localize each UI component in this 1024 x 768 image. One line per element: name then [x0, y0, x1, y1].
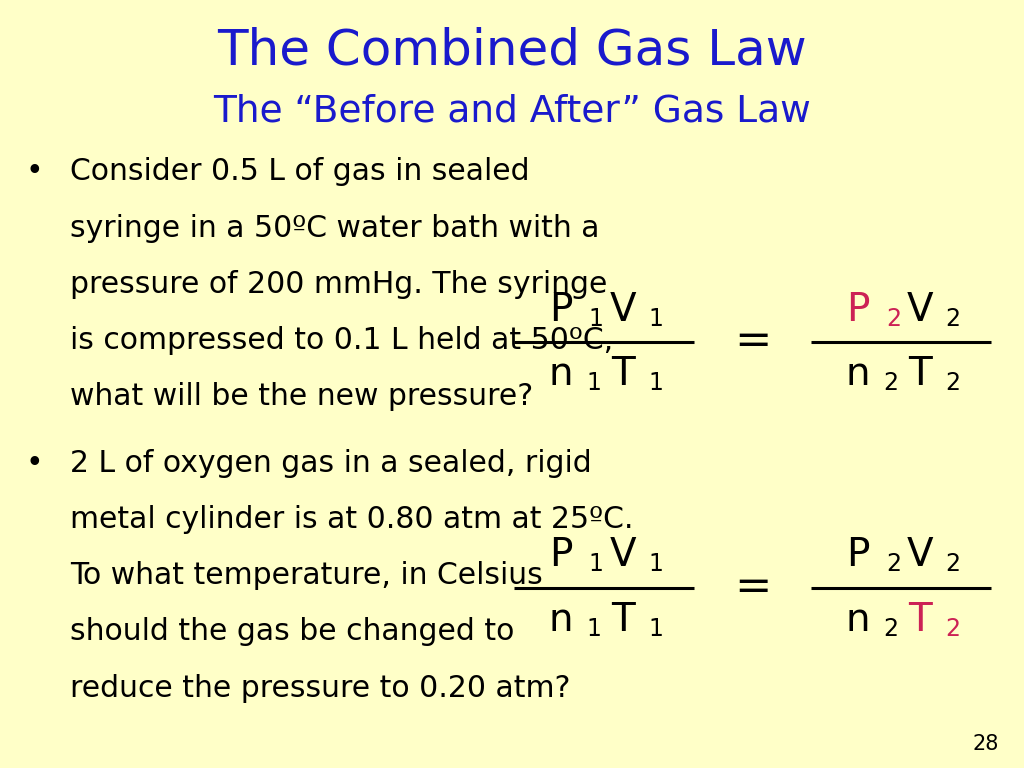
Text: V: V	[609, 536, 636, 574]
Text: pressure of 200 mmHg. The syringe: pressure of 200 mmHg. The syringe	[70, 270, 607, 299]
Text: T: T	[907, 355, 932, 393]
Text: To what temperature, in Celsius: To what temperature, in Celsius	[70, 561, 543, 591]
Text: P: P	[847, 290, 869, 329]
Text: 1: 1	[587, 371, 602, 396]
Text: =: =	[734, 320, 771, 363]
Text: 1: 1	[648, 552, 664, 577]
Text: 2: 2	[945, 552, 961, 577]
Text: =: =	[734, 566, 771, 609]
Text: P: P	[550, 536, 572, 574]
Text: 1: 1	[648, 617, 664, 641]
Text: n: n	[549, 355, 573, 393]
Text: is compressed to 0.1 L held at 50ºC,: is compressed to 0.1 L held at 50ºC,	[70, 326, 612, 355]
Text: V: V	[609, 290, 636, 329]
Text: T: T	[610, 601, 635, 639]
Text: n: n	[846, 601, 870, 639]
Text: metal cylinder is at 0.80 atm at 25ºC.: metal cylinder is at 0.80 atm at 25ºC.	[70, 505, 633, 535]
Text: 2: 2	[886, 552, 901, 577]
Text: T: T	[907, 601, 932, 639]
Text: n: n	[846, 355, 870, 393]
Text: should the gas be changed to: should the gas be changed to	[70, 617, 514, 647]
Text: 2: 2	[945, 617, 961, 641]
Text: T: T	[610, 355, 635, 393]
Text: 1: 1	[648, 371, 664, 396]
Text: P: P	[847, 536, 869, 574]
Text: 1: 1	[587, 617, 602, 641]
Text: 2: 2	[884, 371, 899, 396]
Text: 2 L of oxygen gas in a sealed, rigid: 2 L of oxygen gas in a sealed, rigid	[70, 449, 592, 478]
Text: what will be the new pressure?: what will be the new pressure?	[70, 382, 532, 411]
Text: 2: 2	[884, 617, 899, 641]
Text: •: •	[26, 449, 43, 478]
Text: syringe in a 50ºC water bath with a: syringe in a 50ºC water bath with a	[70, 214, 599, 243]
Text: Consider 0.5 L of gas in sealed: Consider 0.5 L of gas in sealed	[70, 157, 529, 187]
Text: V: V	[906, 536, 933, 574]
Text: 1: 1	[648, 306, 664, 331]
Text: reduce the pressure to 0.20 atm?: reduce the pressure to 0.20 atm?	[70, 674, 570, 703]
Text: The “Before and After” Gas Law: The “Before and After” Gas Law	[213, 94, 811, 130]
Text: The Combined Gas Law: The Combined Gas Law	[217, 27, 807, 75]
Text: 2: 2	[945, 306, 961, 331]
Text: P: P	[550, 290, 572, 329]
Text: 1: 1	[589, 306, 604, 331]
Text: n: n	[549, 601, 573, 639]
Text: 1: 1	[589, 552, 604, 577]
Text: V: V	[906, 290, 933, 329]
Text: 28: 28	[972, 734, 998, 754]
Text: 2: 2	[945, 371, 961, 396]
Text: 2: 2	[886, 306, 901, 331]
Text: •: •	[26, 157, 43, 187]
